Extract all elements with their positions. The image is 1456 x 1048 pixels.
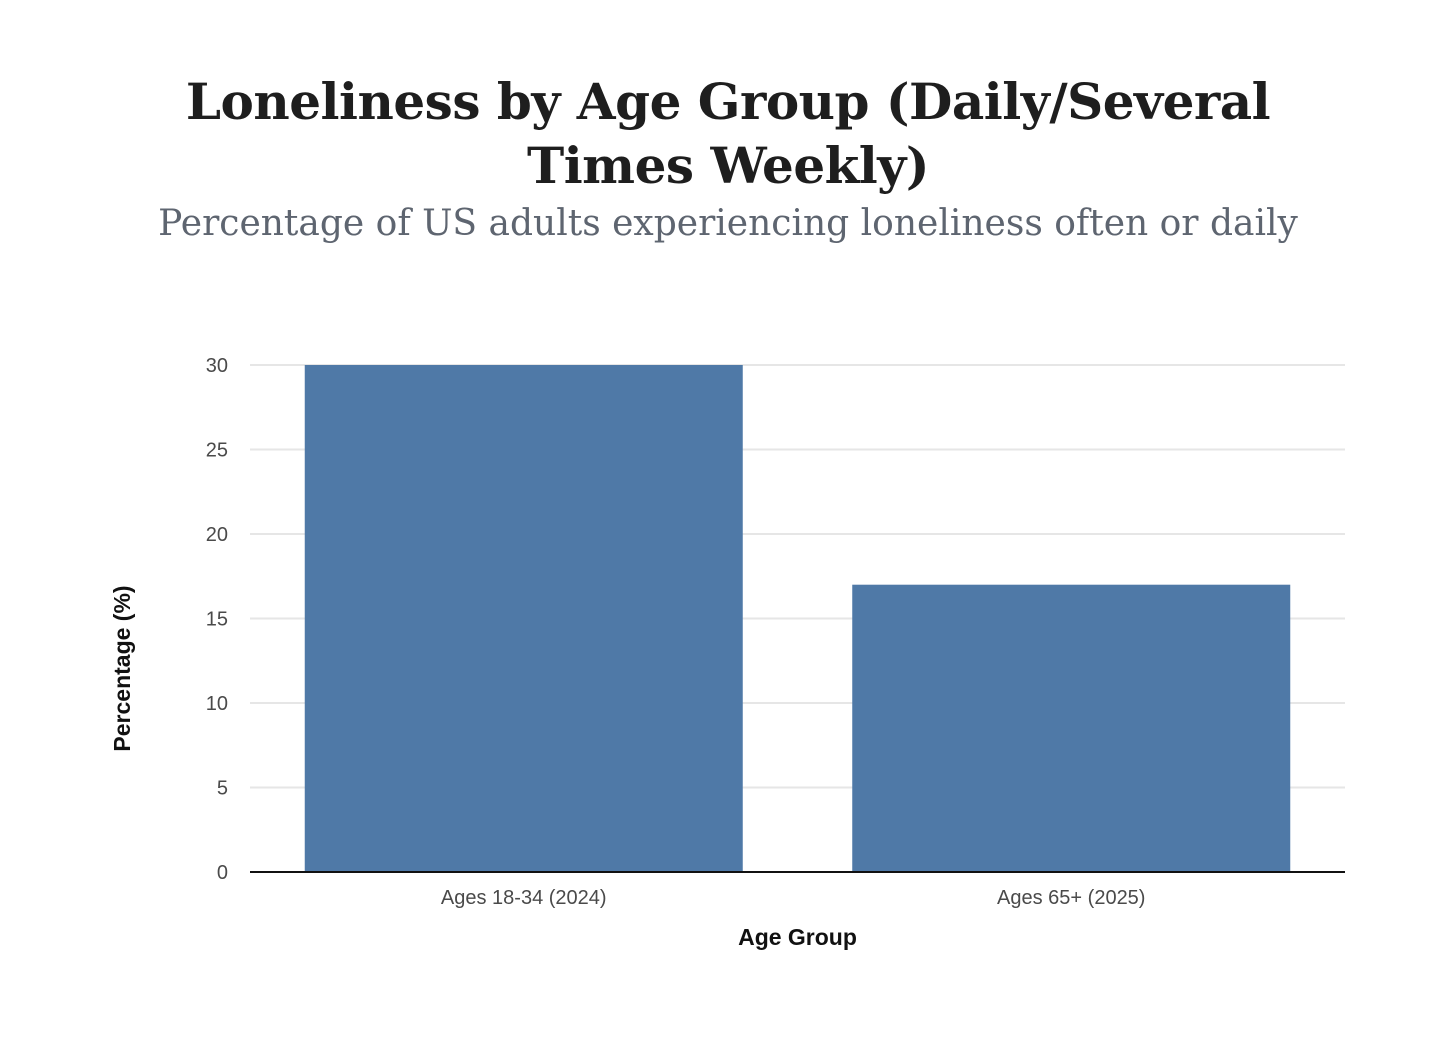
x-tick-label: Ages 18-34 (2024) [441,887,607,909]
y-axis-title: Percentage (%) [109,585,135,751]
chart-title: Loneliness by Age Group (Daily/Several T… [185,72,1271,195]
y-axis-ticks: 0 5 10 15 20 25 30 [206,355,228,884]
x-axis-title: Age Group [738,924,857,950]
y-tick-label: 25 [206,440,228,462]
bars [304,365,1291,872]
x-tick-label: Ages 65+ (2025) [997,887,1145,909]
bar [852,584,1291,872]
bar [304,365,743,872]
y-tick-label: 5 [217,778,228,800]
x-axis-ticks: Ages 18-34 (2024) Ages 65+ (2025) [441,887,1146,909]
y-tick-label: 0 [217,862,228,884]
y-tick-label: 15 [206,609,228,631]
y-tick-label: 10 [206,693,228,715]
y-tick-label: 30 [206,355,228,377]
y-tick-label: 20 [206,524,228,546]
chart-subtitle: Percentage of US adults experiencing lon… [158,203,1298,244]
